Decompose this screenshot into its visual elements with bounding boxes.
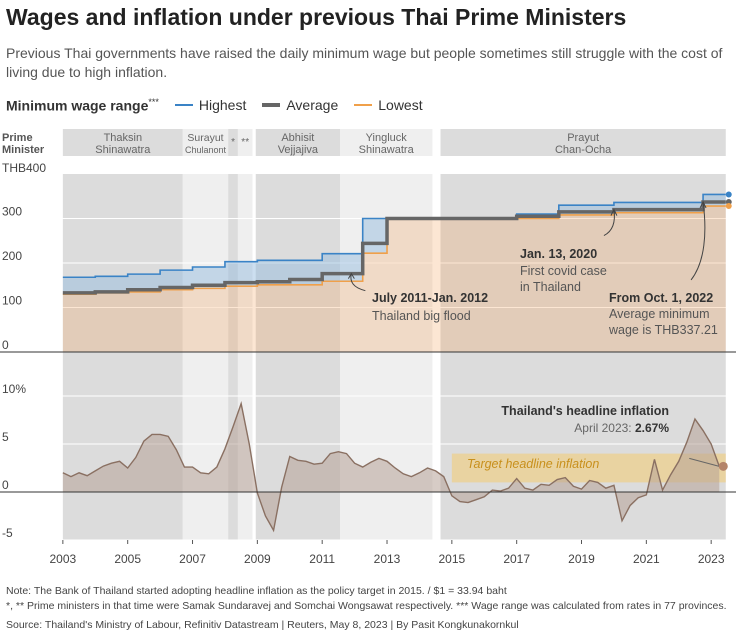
wage-2022-annotation-arrow — [699, 200, 707, 209]
x-tick-label: 2015 — [438, 552, 465, 566]
highest-wage-line — [62, 193, 726, 279]
legend-label-average: Average — [286, 97, 339, 114]
footnotes: Note: The Bank of Thailand started adopt… — [6, 584, 732, 614]
target-inflation-label: Target headline inflation — [467, 457, 599, 471]
flood-annotation-text: Thailand big flood — [372, 309, 471, 323]
flood-annotation-title: July 2011-Jan. 2012 — [372, 291, 488, 305]
inflation-annotation-text: April 2023: 2.67% — [574, 421, 669, 435]
pm-band-top — [62, 129, 183, 156]
wage-y-tick-label: 100 — [2, 294, 22, 308]
wage-2022-annotation-text: Average minimum — [609, 307, 710, 321]
wage-2022-annotation-text: wage is THB337.21 — [608, 323, 718, 337]
wage-y-tick-label: 0 — [2, 338, 9, 352]
pm-name: Shinawatra — [359, 144, 415, 156]
inflation-annotation-title: Thailand's headline inflation — [501, 404, 669, 418]
pm-band-top — [237, 129, 253, 156]
legend-title: Minimum wage range*** — [6, 97, 159, 114]
inflation-y-tick-label: -5 — [2, 526, 13, 540]
pm-name: Chan-Ocha — [555, 144, 612, 156]
pm-name: Chulanont — [185, 145, 227, 155]
note-prime-ministers: *, ** Prime ministers in that time were … — [6, 600, 727, 612]
lowest-wage-area — [62, 206, 726, 352]
covid-annotation-arrow — [610, 208, 618, 216]
inflation-line — [62, 401, 720, 533]
x-tick-label: 2011 — [309, 552, 335, 566]
lowest-wage-end-dot — [725, 203, 732, 210]
pm-band-top — [255, 129, 341, 156]
pm-name: * — [231, 137, 235, 148]
pm-band-top — [228, 129, 238, 156]
wage-range-band — [62, 194, 726, 295]
x-tick-label: 2003 — [50, 552, 77, 566]
flood-annotation-line — [350, 273, 366, 292]
pm-name: Abhisit — [281, 132, 314, 144]
x-tick-label: 2021 — [633, 552, 660, 566]
x-tick-label: 2013 — [374, 552, 401, 566]
pm-row-label: Prime — [2, 132, 33, 144]
pm-band-top — [340, 129, 433, 156]
source-line: Source: Thailand's Ministry of Labour, R… — [6, 619, 519, 631]
covid-annotation-text: in Thailand — [520, 280, 581, 294]
legend-swatch-average — [262, 103, 281, 108]
inflation-area — [62, 403, 720, 531]
flood-annotation-arrow — [347, 272, 355, 279]
x-tick-label: 2023 — [698, 552, 725, 566]
x-tick-label: 2019 — [568, 552, 595, 566]
pm-name: Surayut — [187, 132, 223, 144]
wage-axis-unit-label: THB400 — [2, 161, 46, 175]
pm-row-label: Minister — [2, 144, 45, 156]
chart-title: Wages and inflation under previous Thai … — [6, 4, 627, 30]
x-tick-label: 2009 — [244, 552, 271, 566]
covid-annotation-text: First covid case — [520, 264, 607, 278]
covid-annotation-line — [603, 209, 615, 237]
pm-band — [228, 174, 238, 540]
chart-subtitle: Previous Thai governments have raised th… — [6, 45, 723, 80]
legend-label-highest: Highest — [198, 97, 247, 114]
wage-y-tick-label: 200 — [2, 249, 22, 263]
legend-label-lowest: Lowest — [378, 97, 423, 114]
legend-swatch-highest — [174, 104, 193, 107]
wage-2022-annotation-title: From Oct. 1, 2022 — [609, 291, 713, 305]
highest-wage-end-dot — [725, 191, 732, 198]
wage-2022-annotation-line — [690, 201, 706, 281]
inflation-y-tick-label: 0 — [2, 478, 9, 492]
average-wage-line — [62, 200, 726, 295]
legend: Minimum wage range*** Highest Average Lo… — [6, 97, 423, 114]
legend-title-mark: *** — [148, 97, 159, 107]
pm-name: Yingluck — [366, 132, 408, 144]
covid-annotation-title: Jan. 13, 2020 — [520, 247, 597, 261]
pm-name: Prayut — [567, 132, 599, 144]
pm-band-top — [182, 129, 229, 156]
inflation-annotation-leader — [689, 457, 720, 467]
wage-y-tick-label: 300 — [2, 205, 22, 219]
pm-name: Vejjajiva — [278, 144, 319, 156]
pm-name: Shinawatra — [95, 144, 151, 156]
average-wage-end-dot — [725, 198, 732, 205]
inflation-y-tick-label: 10% — [2, 382, 26, 396]
inflation-y-tick-label: 5 — [2, 430, 9, 444]
pm-band-top — [440, 129, 726, 156]
legend-swatch-lowest — [354, 104, 373, 107]
x-tick-label: 2007 — [179, 552, 206, 566]
inflation-end-dot — [718, 461, 728, 471]
x-tick-label: 2017 — [503, 552, 530, 566]
x-tick-label: 2005 — [114, 552, 141, 566]
pm-name: Thaksin — [104, 132, 143, 144]
pm-name: ** — [241, 137, 249, 148]
note-policy: Note: The Bank of Thailand started adopt… — [6, 585, 507, 597]
chart-canvas: PrimeMinisterThaksinShinawatraSurayutChu… — [0, 129, 736, 566]
